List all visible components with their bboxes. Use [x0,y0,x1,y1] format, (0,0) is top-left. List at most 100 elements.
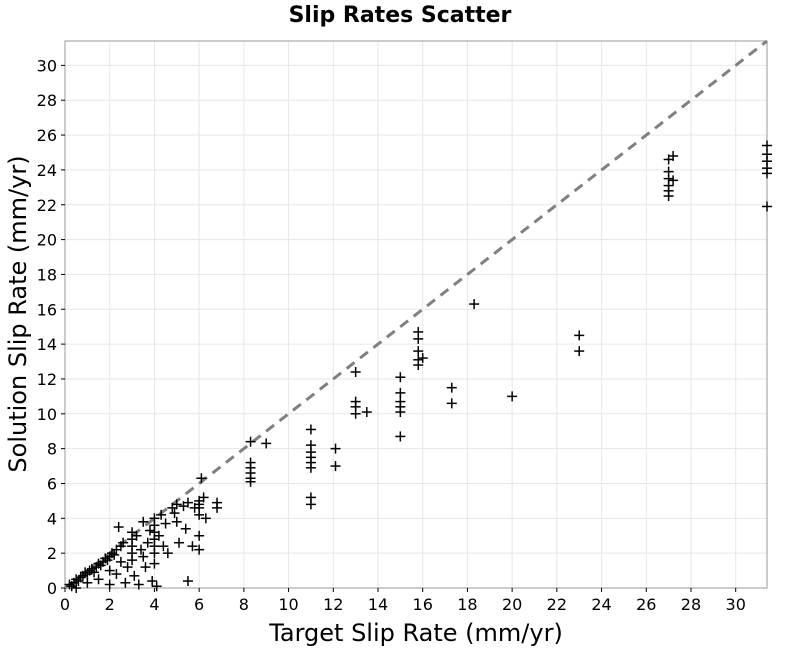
data-point [194,509,205,520]
data-point [245,436,256,447]
data-point [71,574,82,585]
data-point [574,346,585,357]
y-tick-label: 12 [37,370,57,389]
x-tick-label: 12 [323,595,343,614]
chart-title: Slip Rates Scatter [289,3,512,28]
data-point [330,461,341,472]
y-tick-label: 16 [37,300,57,319]
y-tick-label: 0 [47,579,57,598]
data-point [129,570,140,581]
plot-area [64,40,768,589]
data-point [261,438,272,449]
data-point [182,576,193,587]
y-tick-label: 20 [37,231,57,250]
x-tick-label: 10 [278,595,298,614]
x-tick-label: 22 [547,595,567,614]
y-tick-label: 22 [37,196,57,215]
data-point [663,191,674,202]
data-point [104,565,115,576]
data-point [147,576,158,587]
data-point [131,530,142,541]
data-point [104,579,115,590]
x-tick-label: 14 [368,595,388,614]
data-point [136,544,147,555]
data-point [194,530,205,541]
data-point [668,150,679,161]
data-point [115,556,126,567]
x-tick-label: 18 [457,595,477,614]
data-point [109,549,120,560]
data-point [162,548,173,559]
data-point [133,579,144,590]
y-tick-label: 2 [47,544,57,563]
x-tick-label: 30 [726,595,746,614]
data-point [122,562,133,573]
data-point [153,530,164,541]
reference-line-group [64,39,768,590]
grid-lines [64,41,767,589]
data-point [113,522,124,533]
data-point [196,473,207,484]
data-point [171,499,182,510]
data-point [668,175,679,186]
data-point [160,518,171,529]
data-point [169,508,180,519]
data-point [140,562,151,573]
data-point [174,537,185,548]
data-point [180,523,191,534]
x-tick-label: 16 [413,595,433,614]
data-point [330,443,341,454]
data-point [156,509,167,520]
x-tick-label: 24 [591,595,611,614]
x-tick-label: 6 [194,595,204,614]
data-point [120,577,131,588]
data-point [82,577,93,588]
y-tick-label: 28 [37,91,57,110]
data-point [171,516,182,527]
data-point [413,360,424,371]
data-point [305,424,316,435]
data-point [395,431,406,442]
x-tick-label: 20 [502,595,522,614]
data-point [395,372,406,383]
y-tick-label: 30 [37,56,57,75]
data-point [142,537,153,548]
data-point [469,299,480,310]
data-point [158,541,169,552]
data-point [111,569,122,580]
data-point [350,366,361,377]
data-point [71,583,82,593]
data-point [200,513,211,524]
data-point [762,168,772,179]
y-tick-label: 6 [47,474,57,493]
data-point [187,541,198,552]
data-point [413,346,424,357]
y-tick-label: 14 [37,335,57,354]
data-point [574,330,585,341]
data-point [100,553,111,564]
x-tick-label: 4 [149,595,159,614]
data-point [395,407,406,418]
data-point [93,574,104,585]
data-point [417,353,428,364]
data-point [84,565,95,576]
y-tick-label: 24 [37,161,57,180]
data-point [413,333,424,344]
data-point [93,558,104,569]
data-point [212,502,223,513]
data-point [762,140,772,151]
data-point [151,581,162,592]
y-tick-label: 26 [37,126,57,145]
data-point [64,579,75,590]
data-point [446,398,457,409]
y-tick-label: 10 [37,405,57,424]
data-points [64,140,772,593]
data-point [138,516,149,527]
y-tick-label: 4 [47,509,57,528]
data-point [395,387,406,398]
data-point [89,567,100,578]
data-point [80,567,91,578]
data-point [361,407,372,418]
data-point [350,408,361,419]
